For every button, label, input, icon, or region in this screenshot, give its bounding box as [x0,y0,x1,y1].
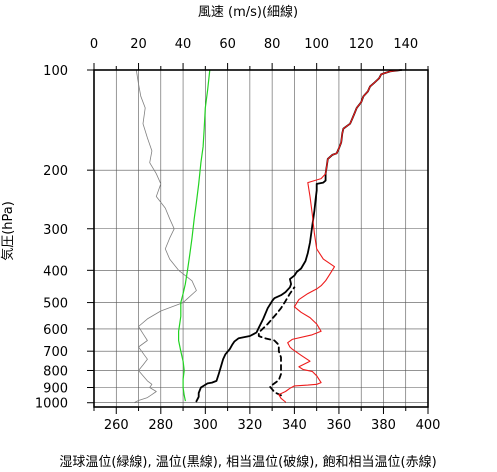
left-tick-label: 200 [43,164,68,179]
bottom-tick-label: 360 [327,418,352,433]
bottom-tick-label: 280 [148,418,173,433]
saturated-equivalent-potential-temperature-line [278,69,402,403]
top-tick-label: 60 [219,37,236,52]
left-tick-label: 900 [43,382,68,397]
left-tick-label: 600 [43,323,68,338]
left-tick-label: 500 [43,297,68,312]
bottom-tick-label: 400 [416,418,441,433]
wet-bulb-potential-temperature-line [178,69,211,402]
potential-temperature-line [195,69,403,403]
plot-frame [93,69,429,408]
bottom-tick-label: 260 [104,418,129,433]
top-tick-label: 0 [90,37,98,52]
y-axis-label: 気圧(hPa) [0,201,16,261]
left-tick-label: 1000 [35,397,68,412]
left-tick-label: 800 [43,364,68,379]
bottom-tick-label: 320 [237,418,262,433]
chart-title: 風速 (m/s)(細線) [198,4,298,20]
wind-speed-line [133,69,197,404]
x-axis-label: 湿球温位(緑線), 温位(黒線), 相当温位(破線), 飽和相当温位(赤線) [59,454,436,470]
top-tick-label: 140 [393,37,418,52]
top-tick-label: 120 [349,37,374,52]
left-tick-label: 700 [43,345,68,360]
left-tick-label: 100 [43,64,68,79]
bottom-tick-label: 300 [193,418,218,433]
top-tick-label: 20 [130,37,147,52]
top-tick-label: 100 [304,37,329,52]
series-group [133,69,403,404]
left-tick-label: 400 [43,264,68,279]
left-tick-label: 300 [43,223,68,238]
top-tick-label: 40 [175,37,192,52]
grid [94,69,428,407]
bottom-axis: 260 280 300 320 340 360 380 400 [93,407,441,433]
top-axis: 0 20 40 60 80 100 120 140 [90,37,429,70]
bottom-tick-label: 380 [371,418,396,433]
top-tick-label: 80 [264,37,281,52]
bottom-tick-label: 340 [282,418,307,433]
equivalent-potential-temperature-line [257,286,296,397]
